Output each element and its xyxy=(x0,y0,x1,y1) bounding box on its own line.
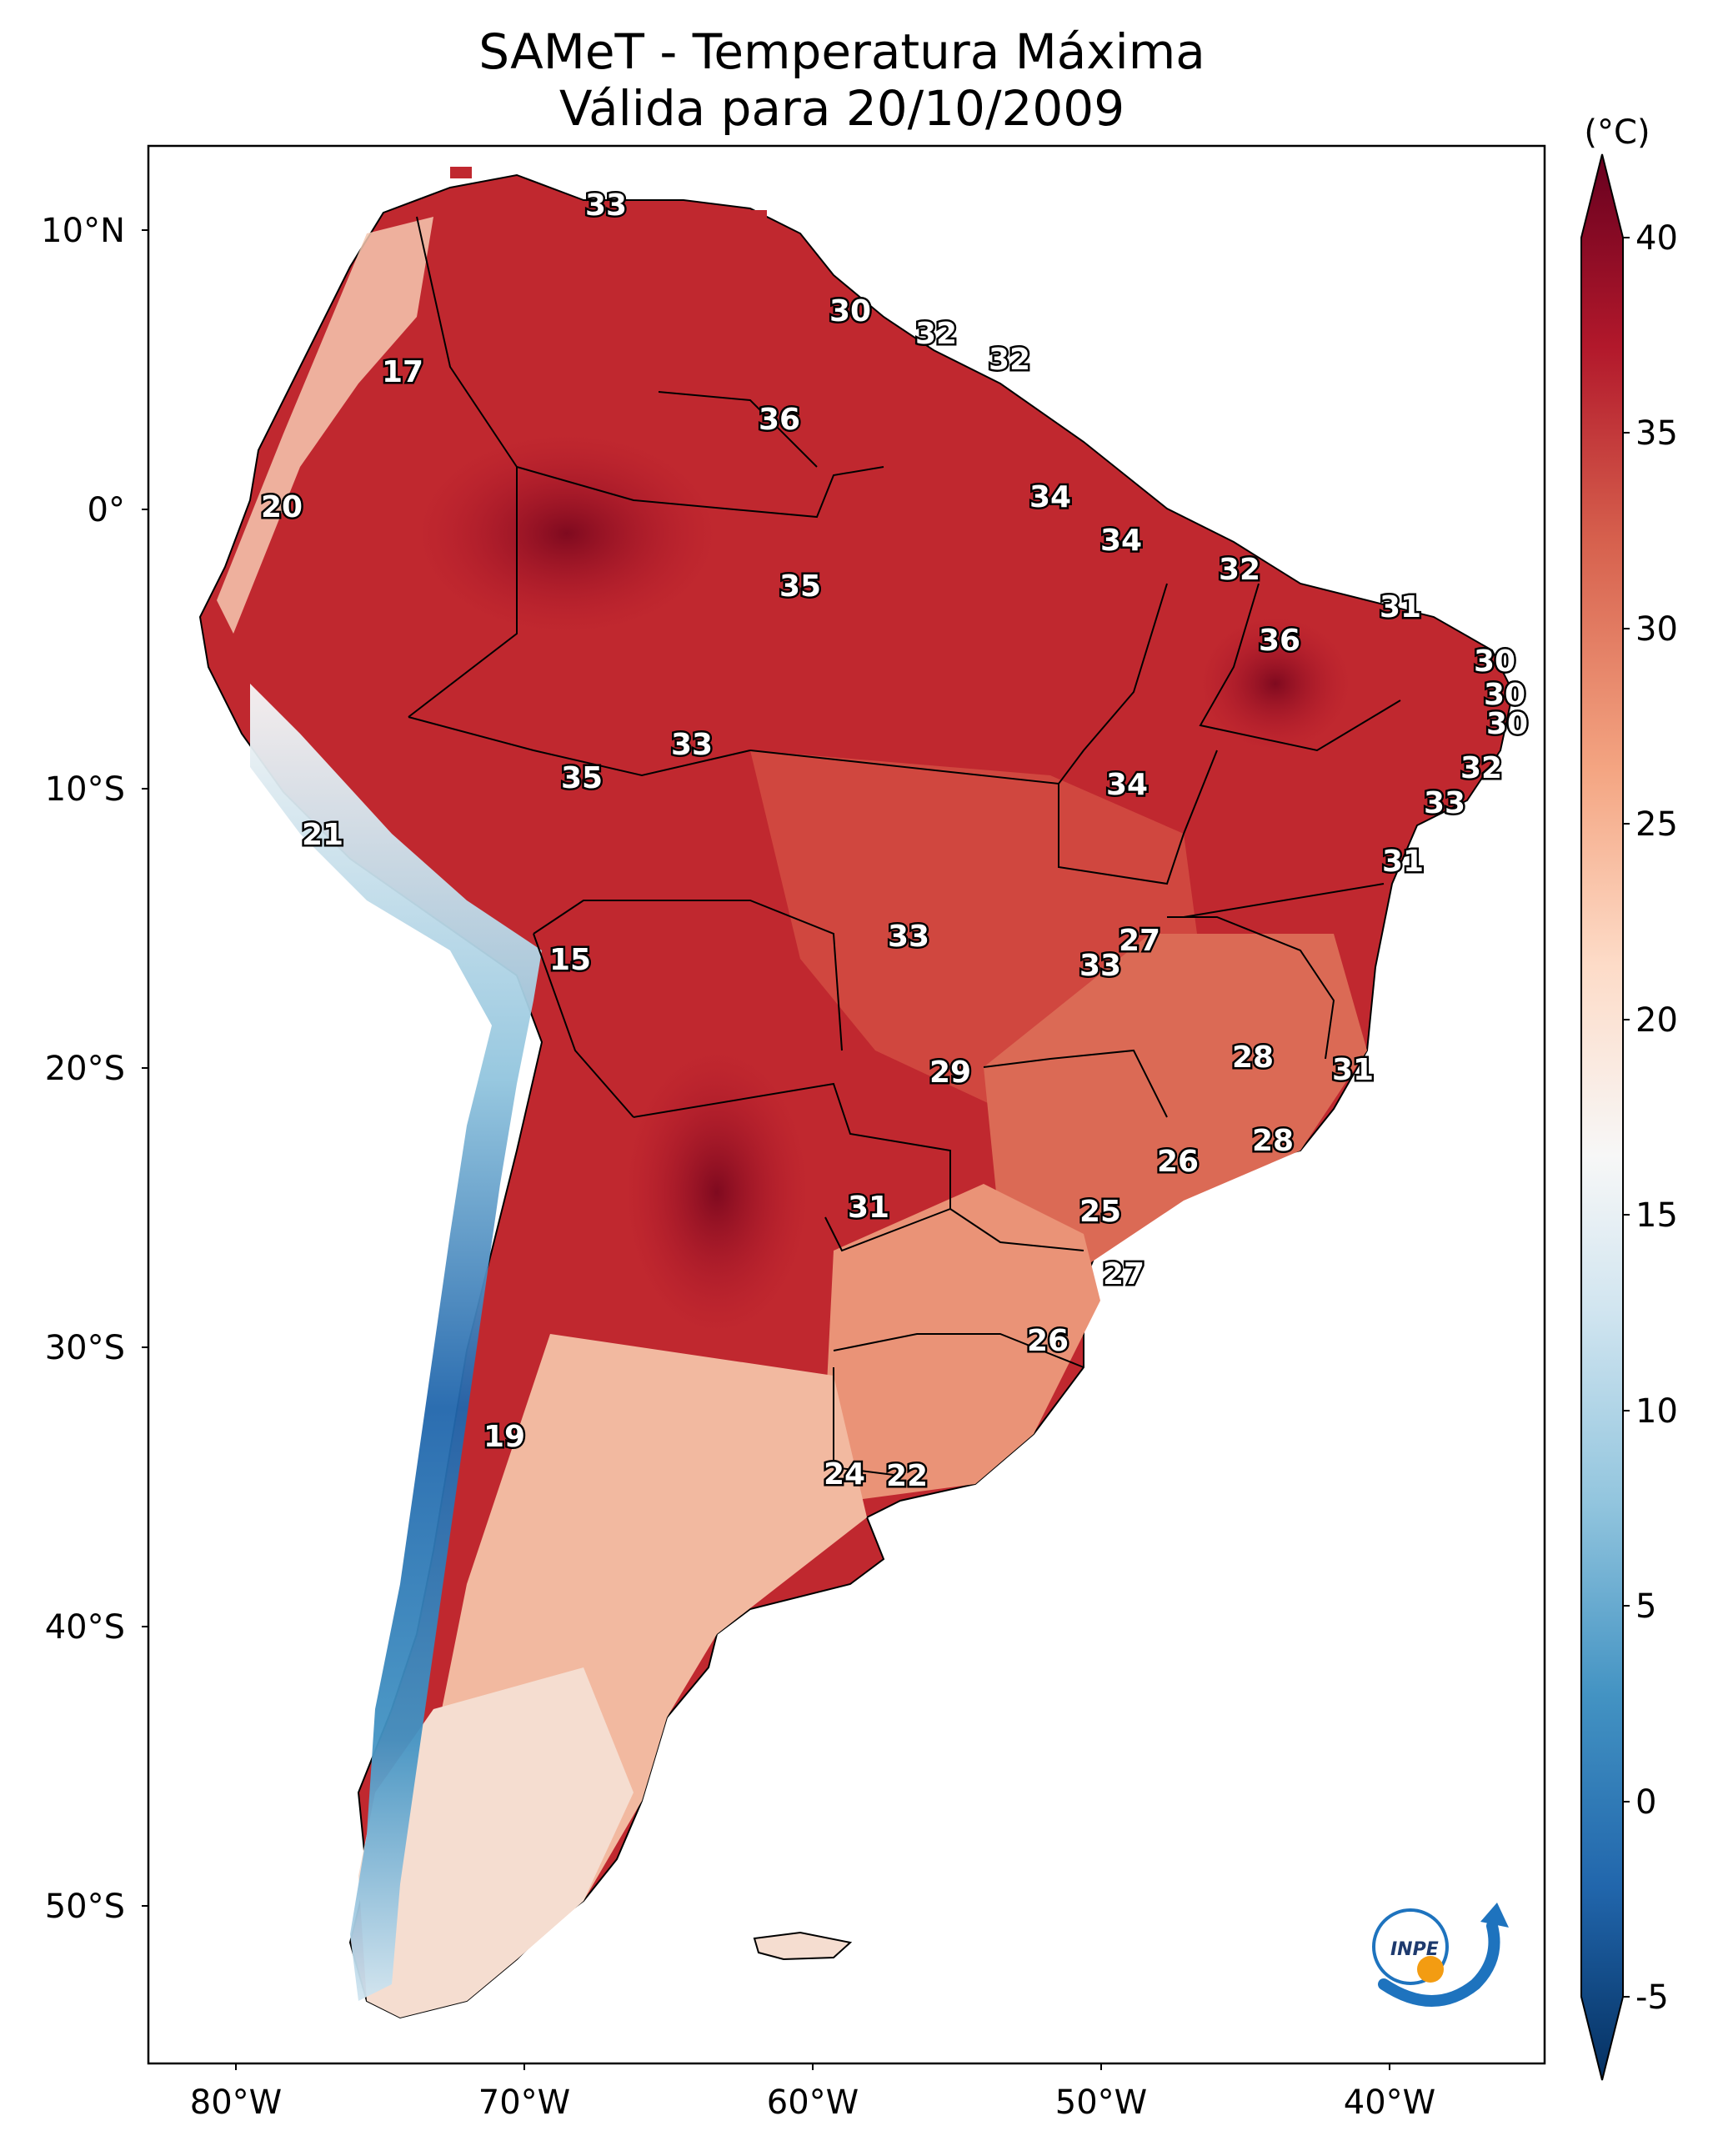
hotspot-amazon xyxy=(417,434,717,634)
contour-label: 31 xyxy=(1332,1053,1374,1087)
contour-label: 35 xyxy=(779,569,821,604)
lon-label: 70°W xyxy=(478,2083,570,2122)
longitude-axis: 80°W 70°W 60°W 50°W 40°W xyxy=(190,2083,1435,2122)
colorbar-tick: 5 xyxy=(1635,1587,1656,1626)
contour-label: 34 xyxy=(1029,480,1071,514)
lon-label: 50°W xyxy=(1055,2083,1147,2122)
colorbar-tick: 25 xyxy=(1635,805,1678,844)
colorbar-gradient xyxy=(1580,153,1624,2081)
contour-label: 32 xyxy=(1460,751,1502,785)
contour-label: 33 xyxy=(1079,949,1121,983)
colorbar-tick: -5 xyxy=(1635,1978,1669,2017)
contour-label: 26 xyxy=(1027,1324,1069,1358)
map-subtitle: Válida para 20/10/2009 xyxy=(558,80,1125,137)
contour-label: 24 xyxy=(824,1457,865,1492)
lon-label: 60°W xyxy=(767,2083,859,2122)
inpe-logo-text: INPE xyxy=(1390,1939,1439,1960)
inpe-logo: INPE xyxy=(1372,1903,1509,2007)
contour-label: 30 xyxy=(1474,644,1515,679)
contour-label: 25 xyxy=(1079,1195,1121,1229)
lat-label: 30°S xyxy=(45,1329,125,1367)
region-patagonia xyxy=(358,1667,634,2018)
contour-label: 30 xyxy=(829,294,871,328)
contour-label: 29 xyxy=(929,1055,971,1090)
latitude-axis: 10°N 0° 10°S 20°S 30°S 40°S 50°S xyxy=(41,212,125,1926)
contour-label: 19 xyxy=(483,1420,525,1454)
contour-label: 28 xyxy=(1232,1040,1274,1075)
contour-label: 34 xyxy=(1100,524,1142,558)
region-andes xyxy=(250,684,542,2001)
lat-label: 10°N xyxy=(41,212,125,250)
contour-label: 31 xyxy=(848,1191,889,1225)
temperature-field xyxy=(198,167,1515,2019)
contour-label: 32 xyxy=(989,343,1030,377)
contour-label: 34 xyxy=(1106,768,1148,802)
colorbar-tick: 40 xyxy=(1635,219,1678,258)
contour-label: 33 xyxy=(888,920,929,954)
colorbar-tick: 30 xyxy=(1635,610,1678,649)
lat-label: 20°S xyxy=(45,1050,125,1088)
contour-label: 33 xyxy=(1424,786,1465,820)
map-title: SAMeT - Temperatura Máxima xyxy=(478,23,1205,80)
contour-label: 33 xyxy=(671,728,713,762)
colorbar-unit: (°C) xyxy=(1584,113,1650,152)
contour-label: 32 xyxy=(915,317,957,351)
contour-label: 35 xyxy=(561,761,603,795)
lon-label: 80°W xyxy=(190,2083,282,2122)
lat-label: 0° xyxy=(88,491,125,529)
region-colombia-andes xyxy=(217,217,433,634)
contour-label: 31 xyxy=(1380,590,1421,624)
longitude-ticks xyxy=(235,2063,1390,2070)
lat-label: 40°S xyxy=(45,1608,125,1647)
region-southeast xyxy=(984,934,1367,1267)
contour-label: 31 xyxy=(1382,845,1424,879)
colorbar-tick: 20 xyxy=(1635,1001,1678,1040)
contour-label: 26 xyxy=(1157,1145,1199,1179)
region-south xyxy=(825,1184,1100,1501)
colorbar-tick: 15 xyxy=(1635,1196,1678,1235)
hotspot-chaco xyxy=(625,1050,809,1334)
contour-label: 22 xyxy=(886,1459,928,1493)
contour-label: 30 xyxy=(1486,707,1528,741)
island-aruba xyxy=(450,167,472,178)
contour-label: 27 xyxy=(1119,924,1160,958)
lon-label: 40°W xyxy=(1344,2083,1435,2122)
map-border xyxy=(147,144,1546,2065)
contour-label: 17 xyxy=(382,355,423,389)
contour-label: 20 xyxy=(261,490,303,524)
contour-label: 27 xyxy=(1103,1257,1144,1291)
islands-falklands xyxy=(753,1931,853,1961)
colorbar: (°C) 40 35 30 25 20 15 10 5 0 -5 xyxy=(1580,113,1678,2081)
colorbar-tick: 35 xyxy=(1635,414,1678,453)
colorbar-tick: 0 xyxy=(1635,1783,1656,1822)
contour-label: 36 xyxy=(1259,624,1300,658)
lat-label: 50°S xyxy=(45,1888,125,1926)
contour-label: 28 xyxy=(1252,1124,1294,1158)
contour-label: 36 xyxy=(759,403,800,437)
contour-label: 32 xyxy=(1219,553,1260,587)
contour-label: 30 xyxy=(1484,678,1525,712)
island-trinidad xyxy=(750,210,767,227)
colorbar-tick: 10 xyxy=(1635,1392,1678,1431)
contour-label: 21 xyxy=(302,818,343,852)
contour-label: 15 xyxy=(549,943,591,977)
lat-label: 10°S xyxy=(45,770,125,809)
country-borders xyxy=(408,216,1401,1477)
latitude-ticks xyxy=(142,229,148,1907)
contour-label: 33 xyxy=(585,188,627,223)
